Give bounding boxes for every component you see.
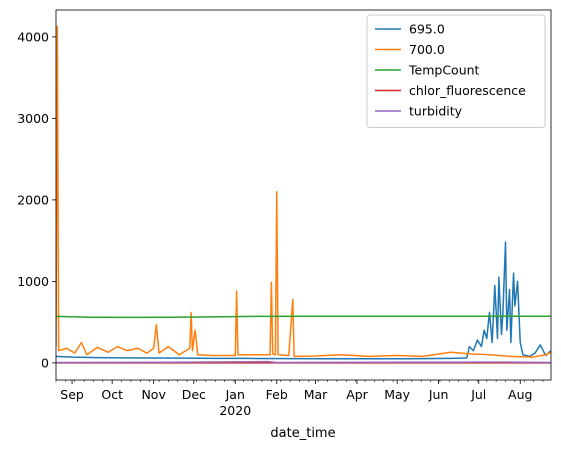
series-line-1	[56, 25, 551, 358]
x-tick-label: May	[384, 387, 410, 402]
y-tick-label: 3000	[17, 111, 49, 126]
x-tick-label: Feb	[266, 387, 288, 402]
legend-box	[366, 14, 546, 128]
legend-label: turbidity	[409, 104, 463, 119]
x-tick-label: Mar	[304, 387, 328, 402]
y-axis: 0 1000 2000 3000 4000	[17, 29, 56, 370]
y-tick-label: 1000	[17, 274, 49, 289]
plot-frame	[55, 9, 552, 381]
legend-label: 700.0	[409, 42, 445, 57]
y-tick-label: 4000	[17, 29, 49, 44]
x-tick-label: Aug	[508, 387, 532, 402]
legend-label: TempCount	[408, 63, 480, 78]
legend: 695.0 700.0 TempCount chlor_fluorescencetur…	[366, 14, 546, 128]
x-tick-label: Sep	[60, 387, 84, 402]
x-tick-label: Dec	[182, 387, 206, 402]
legend-label: 695.0	[409, 22, 445, 37]
x-tick-label: Apr	[346, 387, 368, 402]
legend-label: chlor_fluorescence	[409, 83, 526, 98]
x-tick-label: Oct	[101, 387, 123, 402]
series-layer	[56, 25, 551, 364]
x-tick-label: Nov	[141, 387, 166, 402]
x-tick-sublabel: 2020	[219, 403, 251, 418]
series-line-0	[56, 241, 551, 360]
series-line-2	[56, 315, 551, 319]
x-tick-label: Jan	[225, 387, 245, 402]
x-axis-title: date_time	[270, 426, 335, 441]
y-tick-label: 2000	[17, 192, 49, 207]
series-line-4	[56, 360, 551, 364]
x-tick-label: Jun	[428, 387, 449, 402]
y-tick-label: 0	[41, 355, 49, 370]
x-tick-label: Jul	[470, 387, 486, 402]
